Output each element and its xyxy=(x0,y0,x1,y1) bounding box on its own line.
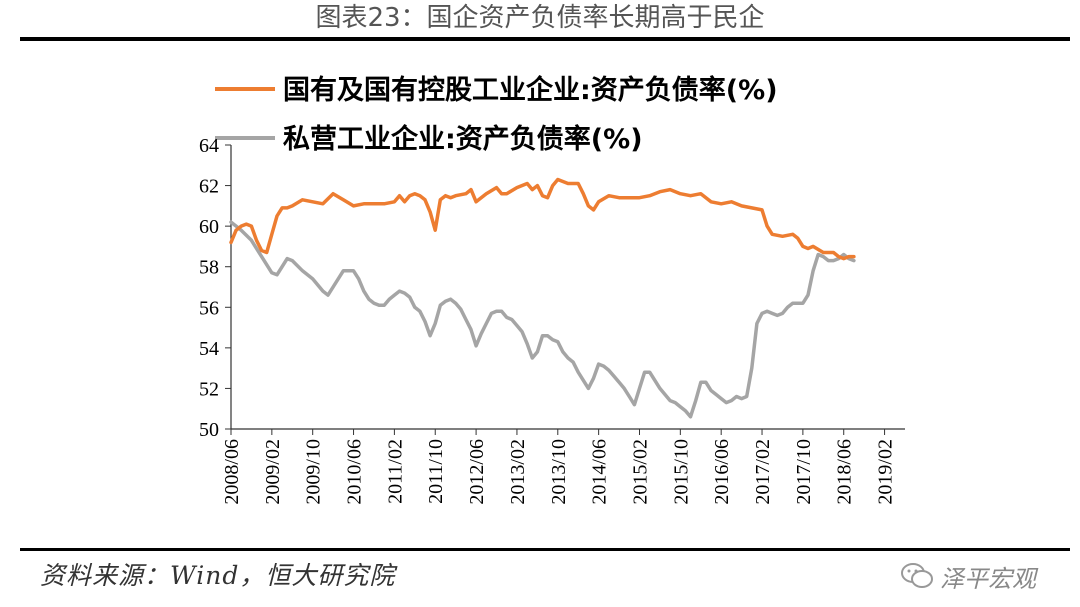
y-tick-label: 50 xyxy=(199,419,219,441)
y-tick-label: 62 xyxy=(199,176,219,198)
x-tick-label: 2008/06 xyxy=(221,439,243,505)
y-tick-label: 54 xyxy=(199,338,219,360)
x-tick-label: 2018/06 xyxy=(834,439,856,505)
x-tick-label: 2014/06 xyxy=(589,439,611,505)
page-title: 图表23：国企资产负债率长期高于民企 xyxy=(315,3,765,33)
y-tick-label: 56 xyxy=(199,297,219,319)
wechat-icon xyxy=(901,563,933,588)
bottom-rule xyxy=(20,548,1070,551)
x-tick-label: 2011/10 xyxy=(425,439,447,504)
y-tick-label: 64 xyxy=(199,135,219,157)
y-tick-label: 52 xyxy=(199,378,219,400)
axes: 50 52 54 56 58 60 62 64 2008/06 2009/02 2009/10 201… xyxy=(199,135,905,505)
x-tick-label: 2009/02 xyxy=(262,439,284,505)
legend-label: 私营工业企业:资产负债率(%) xyxy=(283,123,643,155)
x-tick-label: 2015/10 xyxy=(670,439,692,505)
series-line xyxy=(229,177,856,261)
x-tick-label: 2012/06 xyxy=(466,439,488,505)
series-group xyxy=(229,177,856,419)
x-tick-label: 2017/10 xyxy=(793,439,815,505)
x-tick-label: 2016/06 xyxy=(711,439,733,505)
watermark-text: 泽平宏观 xyxy=(940,564,1036,593)
y-tick-label: 60 xyxy=(199,216,219,238)
x-tick-label: 2011/02 xyxy=(384,439,406,504)
x-tick-label: 2019/02 xyxy=(875,439,897,505)
x-tick-label: 2013/02 xyxy=(507,439,529,505)
x-tick-label: 2015/02 xyxy=(629,439,651,505)
x-tick-label: 2013/10 xyxy=(548,439,570,505)
x-tick-label: 2017/02 xyxy=(752,439,774,505)
legend: 国有及国有控股工业企业:资产负债率(%) 私营工业企业:资产负债率(%) xyxy=(215,74,778,155)
x-tick-label: 2009/10 xyxy=(303,439,325,505)
y-tick-label: 58 xyxy=(199,257,219,279)
x-tick-label: 2010/06 xyxy=(344,439,366,505)
legend-label: 国有及国有控股工业企业:资产负债率(%) xyxy=(283,74,778,106)
top-rule xyxy=(20,37,1070,41)
source-note: 资料来源：Wind，恒大研究院 xyxy=(40,561,396,590)
line-chart: 国有及国有控股工业企业:资产负债率(%) 私营工业企业:资产负债率(%) 50 52… xyxy=(199,74,905,505)
series-line xyxy=(229,220,856,419)
watermark: 泽平宏观 xyxy=(900,556,1036,596)
